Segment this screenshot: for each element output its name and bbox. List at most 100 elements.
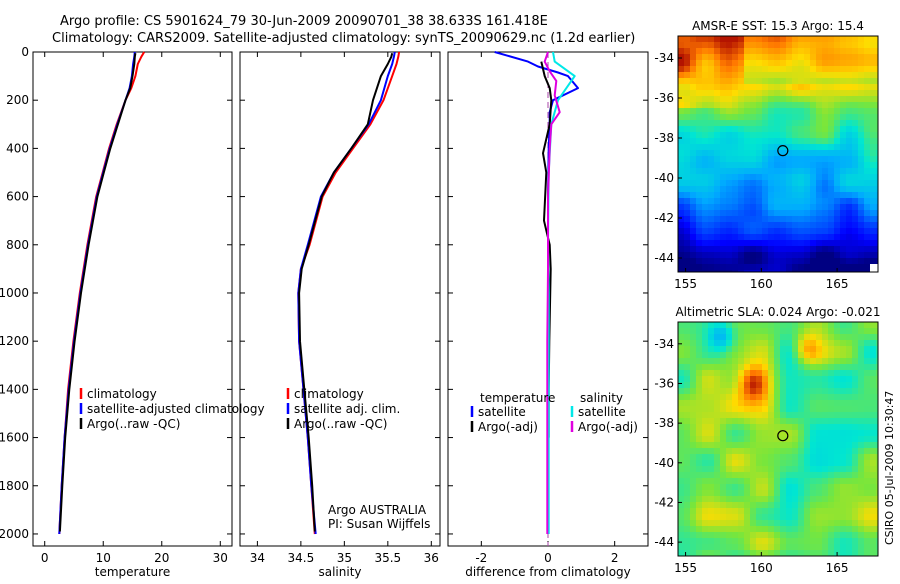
map-cell xyxy=(816,460,822,466)
map-cell xyxy=(792,264,798,270)
map-y-tick-label: -40 xyxy=(654,171,674,185)
map-cell xyxy=(732,132,738,138)
map-cell xyxy=(870,210,876,216)
map-cell xyxy=(810,520,816,526)
map-cell xyxy=(732,84,738,90)
map-cell xyxy=(684,180,690,186)
map-cell xyxy=(870,126,876,132)
map-cell xyxy=(792,424,798,430)
map-cell xyxy=(816,48,822,54)
map-cell xyxy=(792,42,798,48)
map-cell xyxy=(768,364,774,370)
map-cell xyxy=(708,490,714,496)
map-cell xyxy=(732,108,738,114)
map-cell xyxy=(750,36,756,42)
map-cell xyxy=(780,120,786,126)
map-cell xyxy=(726,490,732,496)
map-cell xyxy=(816,234,822,240)
map-cell xyxy=(690,102,696,108)
map-cell xyxy=(738,72,744,78)
map-cell xyxy=(750,96,756,102)
map-cell xyxy=(804,54,810,60)
map-cell xyxy=(696,234,702,240)
map-cell xyxy=(750,180,756,186)
map-cell xyxy=(828,550,834,556)
map-cell xyxy=(774,430,780,436)
map-cell xyxy=(732,210,738,216)
map-cell xyxy=(876,322,878,328)
series-line xyxy=(298,52,394,532)
map-cell xyxy=(714,454,720,460)
map-cell xyxy=(822,520,828,526)
map-cell xyxy=(702,126,708,132)
map-cell xyxy=(762,550,768,556)
map-cell xyxy=(858,454,864,460)
map-cell xyxy=(858,550,864,556)
map-cell xyxy=(804,328,810,334)
map-cell xyxy=(756,186,762,192)
map-cell xyxy=(768,132,774,138)
map-cell xyxy=(762,418,768,424)
map-cell xyxy=(786,162,792,168)
map-cell xyxy=(774,168,780,174)
map-cell xyxy=(810,168,816,174)
map-cell xyxy=(828,454,834,460)
map-cell xyxy=(786,264,792,270)
map-cell xyxy=(726,376,732,382)
map-cell xyxy=(690,496,696,502)
x-tick-label: 34.5 xyxy=(288,551,315,565)
map-cell xyxy=(732,520,738,526)
map-cell xyxy=(720,96,726,102)
map-cell xyxy=(804,156,810,162)
legend-label: Argo(-adj) xyxy=(578,420,638,434)
map-cell xyxy=(720,150,726,156)
map-cell xyxy=(864,352,870,358)
map-cell xyxy=(870,42,876,48)
map-cell xyxy=(714,240,720,246)
map-cell xyxy=(792,388,798,394)
map-cell xyxy=(816,538,822,544)
map-cell xyxy=(798,484,804,490)
map-cell xyxy=(750,328,756,334)
map-cell xyxy=(714,436,720,442)
map-cell xyxy=(786,132,792,138)
map-cell xyxy=(708,478,714,484)
map-cell xyxy=(732,42,738,48)
map-cell xyxy=(768,538,774,544)
map-cell xyxy=(846,72,852,78)
map-cell xyxy=(822,264,828,270)
map-cell xyxy=(876,358,878,364)
map-cell xyxy=(804,538,810,544)
map-cell xyxy=(720,358,726,364)
map-cell xyxy=(744,36,750,42)
map-cell xyxy=(822,66,828,72)
map-cell xyxy=(684,454,690,460)
map-cell xyxy=(720,78,726,84)
map-cell xyxy=(834,448,840,454)
map-cell xyxy=(714,174,720,180)
map-cell xyxy=(834,538,840,544)
map-cell xyxy=(684,472,690,478)
map-cell xyxy=(870,186,876,192)
map-cell xyxy=(774,388,780,394)
map-cell xyxy=(744,72,750,78)
map-cell xyxy=(738,150,744,156)
map-cell xyxy=(804,466,810,472)
map-cell xyxy=(852,514,858,520)
map-cell xyxy=(678,496,684,502)
map-cell xyxy=(822,472,828,478)
map-cell xyxy=(762,192,768,198)
map-cell xyxy=(786,174,792,180)
map-cell xyxy=(840,102,846,108)
map-cell xyxy=(690,418,696,424)
map-cell xyxy=(708,84,714,90)
map-cell xyxy=(786,216,792,222)
series-line xyxy=(58,53,137,532)
map-cell xyxy=(768,240,774,246)
map-cell xyxy=(696,436,702,442)
map-cell xyxy=(786,186,792,192)
map-cell xyxy=(744,436,750,442)
map-cell xyxy=(690,78,696,84)
map-cell xyxy=(744,174,750,180)
map-cell xyxy=(768,466,774,472)
